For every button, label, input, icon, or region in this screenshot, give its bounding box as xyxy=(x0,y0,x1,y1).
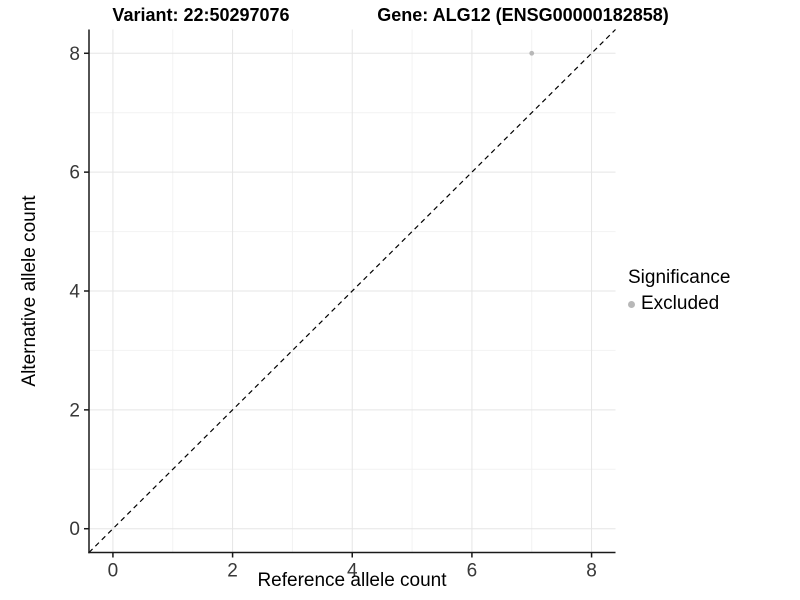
legend-item-excluded: Excluded xyxy=(628,293,730,315)
legend-point-icon xyxy=(628,300,635,308)
y-tick-label: 8 xyxy=(69,44,80,65)
y-tick-label: 4 xyxy=(69,282,80,303)
plot-title-gene: Gene: ALG12 (ENSG00000182858) xyxy=(377,5,669,25)
y-tick-label: 6 xyxy=(69,163,80,184)
legend-title: Significance xyxy=(628,267,731,288)
x-tick-label: 6 xyxy=(467,561,478,582)
data-point xyxy=(529,50,535,56)
legend: Significance Excluded xyxy=(628,267,730,315)
plot-title-variant: Variant: 22:50297076 xyxy=(112,5,290,25)
legend-item-label: Excluded xyxy=(641,293,720,314)
x-tick-label: 4 xyxy=(347,561,358,582)
x-tick-label: 8 xyxy=(586,561,597,582)
x-axis-title: Reference allele count xyxy=(257,570,447,591)
y-tick-label: 0 xyxy=(69,519,80,540)
y-tick-label: 2 xyxy=(69,400,80,421)
identity-reference-line xyxy=(88,29,616,553)
x-tick-label: 0 xyxy=(108,561,119,582)
x-tick-label: 2 xyxy=(227,561,238,582)
y-axis-title: Alternative allele count xyxy=(19,195,40,387)
